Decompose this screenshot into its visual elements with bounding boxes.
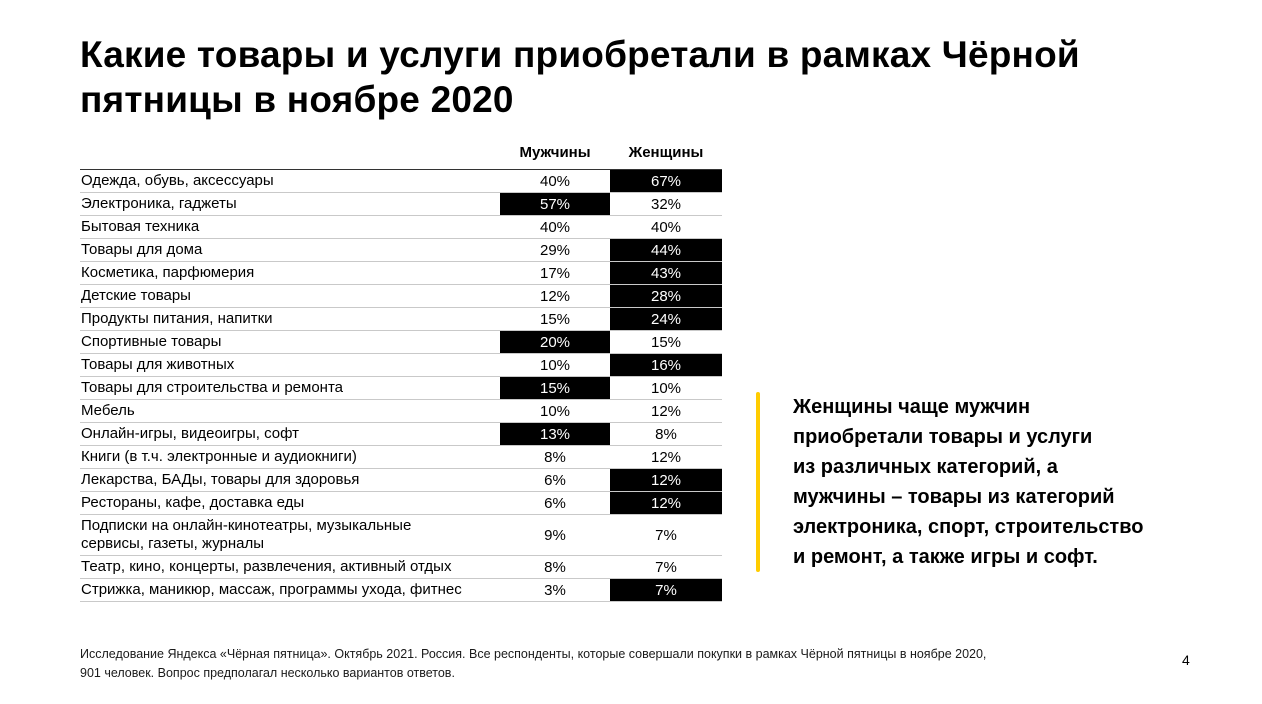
row-category-label: Театр, кино, концерты, развлечения, акти… (81, 558, 452, 575)
row-category-label: Спортивные товары (81, 333, 222, 350)
women-value: 16% (610, 354, 722, 376)
table-row: Электроника, гаджеты 57% 32% (80, 193, 722, 216)
table-row: Косметика, парфюмерия 17% 43% (80, 262, 722, 285)
table-row: Товары для строительства и ремонта 15% 10% (80, 377, 722, 400)
women-value: 12% (610, 492, 722, 514)
accent-bar (756, 392, 760, 572)
men-value: 29% (539, 241, 571, 259)
callout: Женщины чаще мужчин приобретали товары и… (756, 392, 1143, 572)
men-value: 13% (500, 423, 610, 445)
table-row: Подписки на онлайн-кинотеатры, музыкальн… (80, 515, 722, 556)
table-row: Бытовая техника 40% 40% (80, 216, 722, 239)
table-header-row: Мужчины Женщины (80, 144, 722, 169)
men-value: 10% (539, 356, 571, 374)
row-category-label: Книги (в т.ч. электронные и аудиокниги) (81, 448, 357, 465)
row-category-label: Товары для животных (81, 356, 235, 373)
table-row: Товары для дома 29% 44% (80, 239, 722, 262)
purchases-table: Мужчины Женщины Одежда, обувь, аксессуар… (80, 144, 722, 602)
column-header-women: Женщины (628, 144, 704, 161)
table-row: Книги (в т.ч. электронные и аудиокниги) 8… (80, 446, 722, 469)
women-value: 40% (650, 218, 682, 236)
men-value: 40% (539, 172, 571, 190)
men-value: 9% (544, 526, 566, 544)
women-value: 28% (610, 285, 722, 307)
women-value: 8% (655, 425, 677, 443)
page-title: Какие товары и услуги приобретали в рамк… (80, 34, 1080, 120)
men-value: 12% (539, 287, 571, 305)
table-row: Онлайн-игры, видеоигры, софт 13% 8% (80, 423, 722, 446)
table-row: Театр, кино, концерты, развлечения, акти… (80, 556, 722, 579)
callout-text: Женщины чаще мужчин приобретали товары и… (793, 396, 1144, 568)
women-value: 43% (610, 262, 722, 284)
table-row: Детские товары 12% 28% (80, 285, 722, 308)
row-category-label: Рестораны, кафе, доставка еды (81, 494, 305, 511)
women-value: 12% (610, 469, 722, 491)
page-number: 4 (1182, 652, 1190, 668)
men-value: 20% (500, 331, 610, 353)
men-value: 17% (539, 264, 571, 282)
row-category-label: Стрижка, маникюр, массаж, программы уход… (81, 581, 462, 598)
table-row: Продукты питания, напитки 15% 24% (80, 308, 722, 331)
table-row: Стрижка, маникюр, массаж, программы уход… (80, 579, 722, 602)
row-category-label: Бытовая техника (81, 218, 200, 235)
table-body: Одежда, обувь, аксессуары 40% 67% Электрони… (80, 169, 722, 602)
women-value: 24% (610, 308, 722, 330)
men-value: 6% (544, 494, 566, 512)
women-value: 7% (655, 558, 677, 576)
table-row: Рестораны, кафе, доставка еды 6% 12% (80, 492, 722, 515)
row-category-label: Онлайн-игры, видеоигры, софт (81, 425, 299, 442)
women-value: 12% (650, 448, 682, 466)
men-value: 15% (500, 377, 610, 399)
footnote: Исследование Яндекса «Чёрная пятница». О… (80, 647, 987, 680)
row-category-label: Лекарства, БАДы, товары для здоровья (81, 471, 360, 488)
women-value: 32% (650, 195, 682, 213)
column-header-men: Мужчины (519, 144, 591, 161)
women-value: 67% (610, 170, 722, 192)
table-row: Лекарства, БАДы, товары для здоровья 6% 12… (80, 469, 722, 492)
row-category-label: Продукты питания, напитки (81, 310, 273, 327)
row-category-label: Подписки на онлайн-кинотеатры, музыкальн… (81, 517, 412, 552)
women-value: 10% (650, 379, 682, 397)
row-category-label: Электроника, гаджеты (81, 195, 237, 212)
women-value: 44% (610, 239, 722, 261)
row-category-label: Косметика, парфюмерия (81, 264, 255, 281)
row-category-label: Одежда, обувь, аксессуары (81, 172, 274, 189)
women-value: 15% (650, 333, 682, 351)
men-value: 57% (500, 193, 610, 215)
women-value: 12% (650, 402, 682, 420)
row-category-label: Товары для дома (81, 241, 203, 258)
women-value: 7% (655, 526, 677, 544)
row-category-label: Мебель (81, 402, 135, 419)
table-row: Мебель 10% 12% (80, 400, 722, 423)
men-value: 3% (544, 581, 566, 599)
men-value: 40% (539, 218, 571, 236)
row-category-label: Детские товары (81, 287, 191, 304)
men-value: 10% (539, 402, 571, 420)
women-value: 7% (610, 579, 722, 601)
table-row: Спортивные товары 20% 15% (80, 331, 722, 354)
men-value: 15% (539, 310, 571, 328)
men-value: 8% (544, 558, 566, 576)
men-value: 8% (544, 448, 566, 466)
row-category-label: Товары для строительства и ремонта (81, 379, 344, 396)
table-row: Одежда, обувь, аксессуары 40% 67% (80, 170, 722, 193)
men-value: 6% (544, 471, 566, 489)
table-row: Товары для животных 10% 16% (80, 354, 722, 377)
